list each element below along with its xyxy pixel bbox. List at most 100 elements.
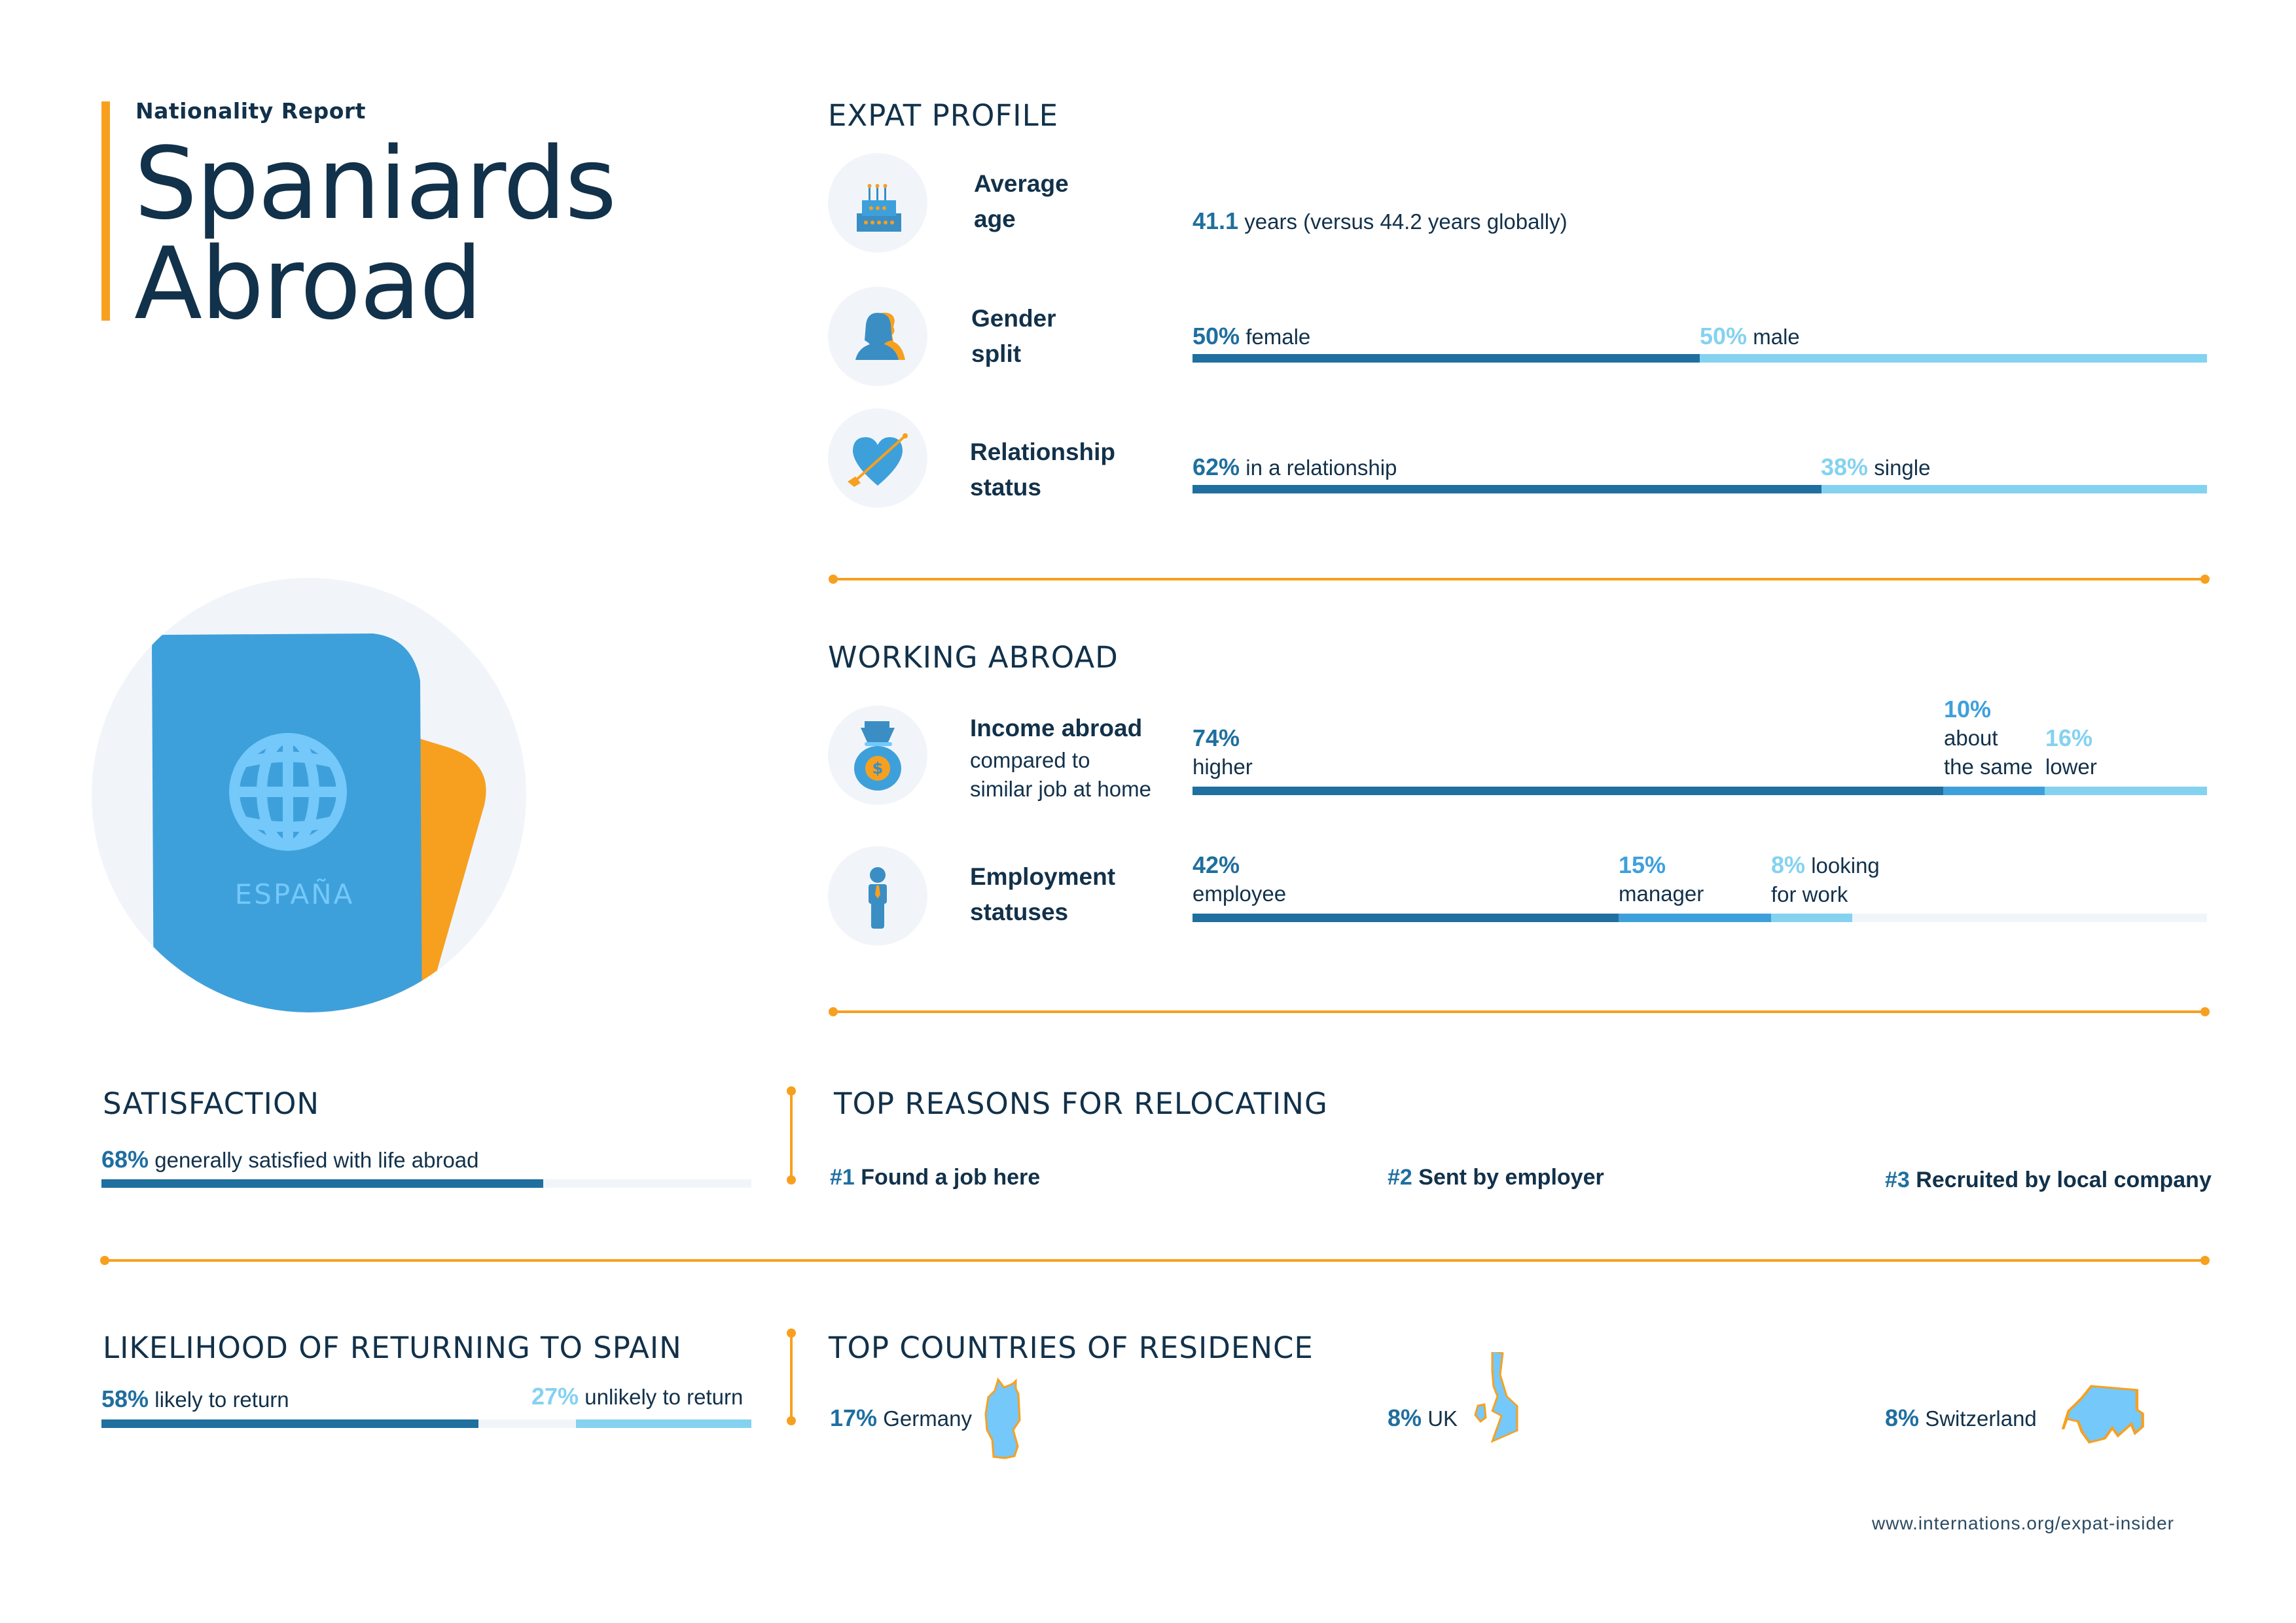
divider-dot xyxy=(787,1329,796,1338)
country-value: 8% xyxy=(1885,1404,1920,1431)
switzerland-map-icon xyxy=(2061,1385,2144,1444)
passport-illustration: ESPAÑA xyxy=(92,576,530,1014)
section-heading-top-reasons: TOP REASONS FOR RELOCATING xyxy=(834,1086,1328,1121)
employment-icon-circle xyxy=(828,846,927,946)
satisfaction-bar xyxy=(101,1179,751,1188)
reason-rank: #2 xyxy=(1388,1165,1412,1190)
relationship-bar xyxy=(1193,485,2207,493)
section-heading-working-abroad: WORKING ABROAD xyxy=(828,640,1119,675)
country-name: Germany xyxy=(883,1406,972,1431)
income-label-sub1: compared to xyxy=(970,748,1090,772)
section-divider xyxy=(833,1010,2204,1013)
passport-globe-icon xyxy=(92,578,526,1012)
country-item-uk: 8% UK xyxy=(1388,1404,1458,1433)
bar-segment xyxy=(1770,914,1852,922)
birthday-cake-icon xyxy=(857,184,901,232)
income-higher-text: higher xyxy=(1193,755,1253,779)
employment-bar xyxy=(1193,914,2207,922)
returning-unlikely-text: unlikely to return xyxy=(584,1385,744,1409)
returning-likely-text: likely to return xyxy=(154,1387,289,1412)
returning-unlikely-value: 27% xyxy=(531,1383,579,1410)
gender-split-label-line2: split xyxy=(971,340,1022,367)
relationship-in-label: 62% in a relationship xyxy=(1193,453,1397,482)
returning-likely-value: 58% xyxy=(101,1385,149,1412)
income-same-label: 10% about the same xyxy=(1944,695,2033,781)
bar-segment xyxy=(1193,485,1821,493)
relationship-label-line2: status xyxy=(970,474,1041,501)
income-icon-circle: $ xyxy=(828,705,927,805)
passport-label: ESPAÑA xyxy=(234,878,355,910)
employment-label-line1: Employment xyxy=(970,863,1116,890)
employment-manager-label: 15% manager xyxy=(1619,851,1704,908)
divider-dot xyxy=(829,1007,838,1016)
average-age-label: Average age xyxy=(974,166,1069,237)
employment-looking-text2: for work xyxy=(1771,882,1848,906)
returning-likely-label: 58% likely to return xyxy=(101,1385,289,1414)
gender-split-bar xyxy=(1193,354,2207,363)
gender-split-icon-circle xyxy=(828,287,927,386)
accent-bar xyxy=(101,101,110,321)
country-name: UK xyxy=(1427,1406,1458,1431)
income-lower-label: 16% lower xyxy=(2045,724,2097,781)
relationship-icon-circle xyxy=(828,408,927,508)
average-age-label-line1: Average xyxy=(974,170,1069,197)
relationship-label: Relationship status xyxy=(970,435,1115,505)
average-age-value: 41.1 years (versus 44.2 years globally) xyxy=(1193,207,1568,236)
employment-looking-value: 8% xyxy=(1771,851,1806,878)
returning-likely-fill xyxy=(101,1419,478,1428)
gender-male-value: 50% xyxy=(1700,323,1748,349)
average-age-text: years (versus 44.2 years globally) xyxy=(1244,209,1568,234)
employment-manager-value: 15% xyxy=(1619,851,1666,878)
income-same-value: 10% xyxy=(1944,696,1992,722)
bar-segment xyxy=(1193,787,1943,795)
relationship-single-value: 38% xyxy=(1821,454,1869,480)
bar-segment xyxy=(1193,914,1619,922)
gender-male-label: 50% male xyxy=(1700,322,1800,351)
relationship-single-text: single xyxy=(1874,455,1931,480)
gender-female-text: female xyxy=(1246,325,1311,349)
money-bag-icon: $ xyxy=(854,721,901,791)
germany-map-icon xyxy=(984,1377,1021,1459)
country-item-germany: 17% Germany xyxy=(830,1404,972,1433)
divider-dot xyxy=(829,575,838,584)
reason-item-2: #2 Sent by employer xyxy=(1388,1165,1604,1190)
relationship-label-line1: Relationship xyxy=(970,438,1116,465)
employment-label-line2: statuses xyxy=(970,899,1069,925)
employment-manager-text: manager xyxy=(1619,882,1704,906)
section-heading-expat-profile: EXPAT PROFILE xyxy=(828,98,1059,133)
divider-dot xyxy=(2200,1256,2210,1265)
income-higher-label: 74% higher xyxy=(1193,724,1253,781)
divider-dot xyxy=(2200,575,2210,584)
report-kicker: Nationality Report xyxy=(135,98,366,124)
employment-looking-text1: looking xyxy=(1811,853,1880,878)
employment-label: Employment statuses xyxy=(970,859,1115,930)
employment-employee-label: 42% employee xyxy=(1193,851,1286,908)
column-divider xyxy=(790,1335,793,1423)
income-lower-value: 16% xyxy=(2045,724,2093,751)
income-label-title: Income abroad xyxy=(970,715,1143,741)
satisfaction-value: 68% xyxy=(101,1146,149,1173)
relationship-in-value: 62% xyxy=(1193,454,1240,480)
reason-label: Recruited by local company xyxy=(1916,1168,2212,1192)
gender-female-label: 50% female xyxy=(1193,322,1310,351)
returning-unlikely-fill xyxy=(575,1419,751,1428)
column-divider xyxy=(790,1093,793,1181)
uk-map-icon xyxy=(1474,1352,1518,1443)
footer-url-link[interactable]: www.internations.org/expat-insider xyxy=(1872,1513,2174,1533)
relationship-in-text: in a relationship xyxy=(1246,455,1397,480)
employment-employee-value: 42% xyxy=(1193,851,1240,878)
reason-label: Found a job here xyxy=(861,1165,1041,1190)
bar-segment xyxy=(1619,914,1771,922)
gender-female-value: 50% xyxy=(1193,323,1240,349)
bar-segment xyxy=(1700,354,2207,363)
divider-dot xyxy=(787,1086,796,1096)
section-heading-satisfaction: SATISFACTION xyxy=(103,1086,320,1121)
svg-text:$: $ xyxy=(872,759,884,777)
income-same-text2: the same xyxy=(1944,755,2033,779)
divider-dot xyxy=(2200,1007,2210,1016)
reason-item-3: #3 Recruited by local company xyxy=(1885,1168,2212,1193)
income-higher-value: 74% xyxy=(1193,724,1240,751)
gender-male-text: male xyxy=(1753,325,1800,349)
income-label: Income abroad compared to similar job at… xyxy=(970,711,1151,804)
country-value: 17% xyxy=(830,1404,878,1431)
